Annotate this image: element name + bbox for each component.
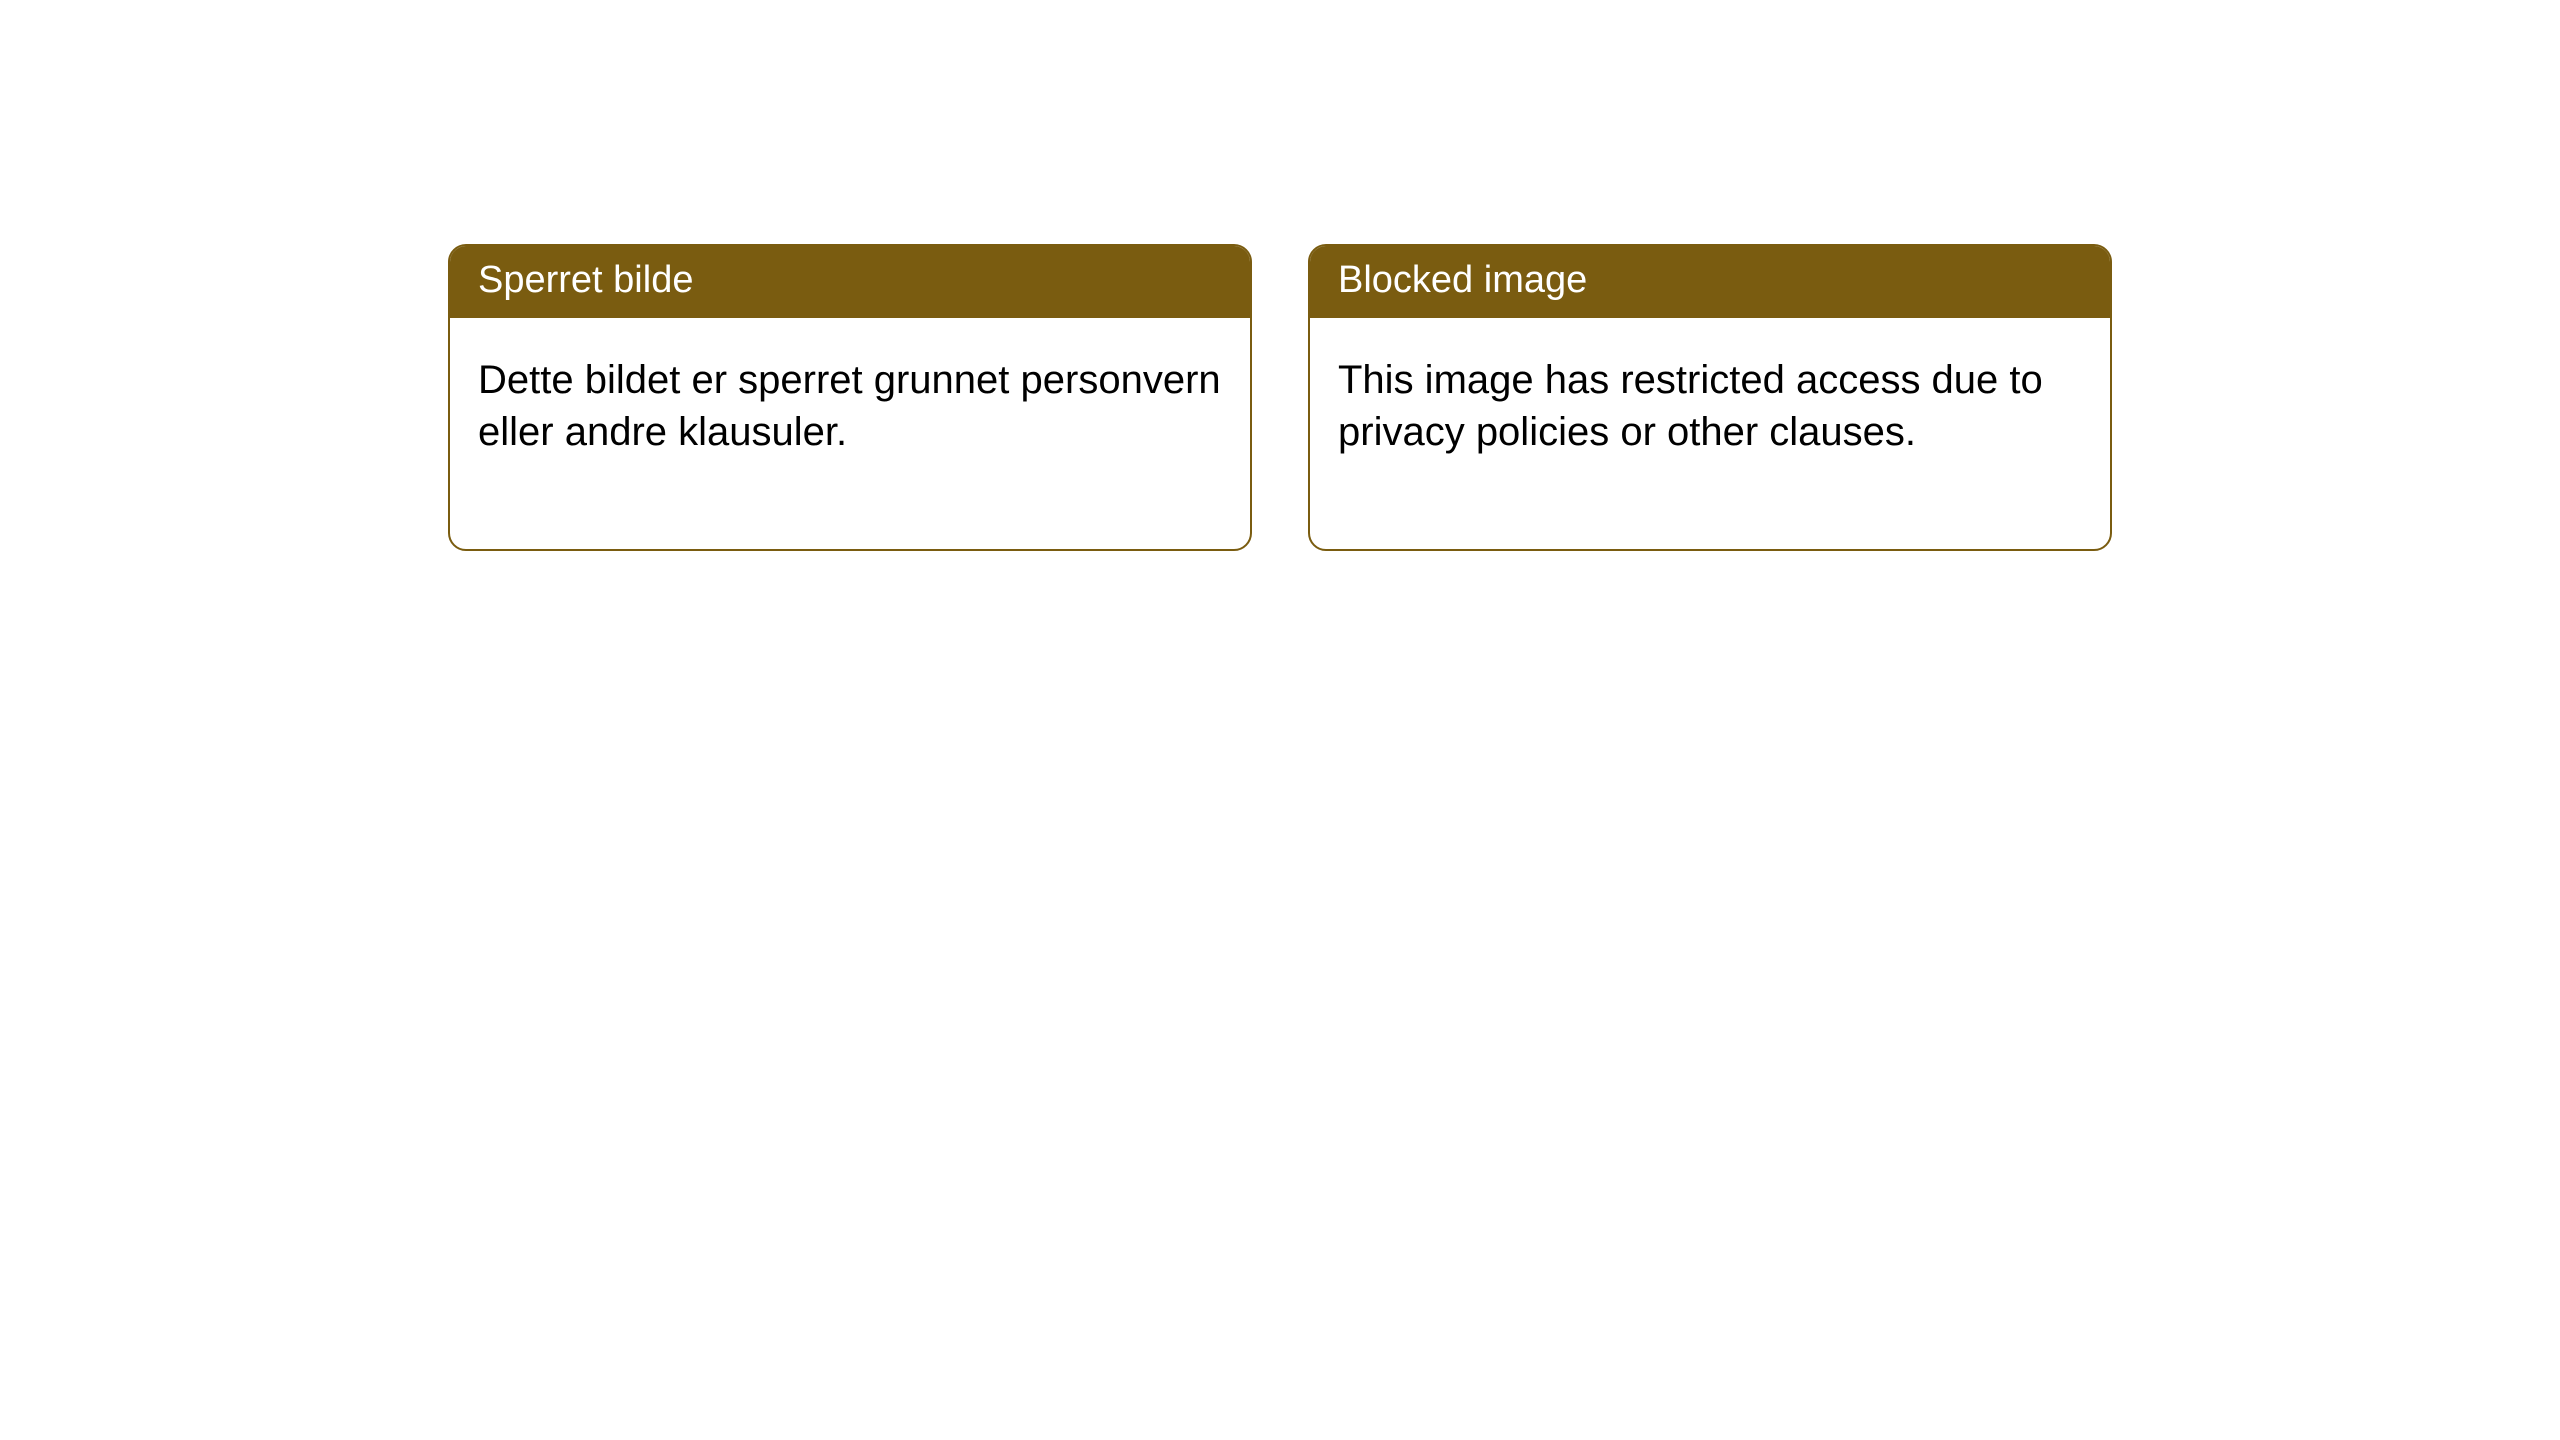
notice-card-body: Dette bildet er sperret grunnet personve… xyxy=(450,318,1250,550)
notice-card-body: This image has restricted access due to … xyxy=(1310,318,2110,550)
notice-container: Sperret bilde Dette bildet er sperret gr… xyxy=(448,244,2112,551)
notice-card-title: Blocked image xyxy=(1310,246,2110,318)
notice-card-title: Sperret bilde xyxy=(450,246,1250,318)
notice-card-norwegian: Sperret bilde Dette bildet er sperret gr… xyxy=(448,244,1252,551)
notice-card-english: Blocked image This image has restricted … xyxy=(1308,244,2112,551)
